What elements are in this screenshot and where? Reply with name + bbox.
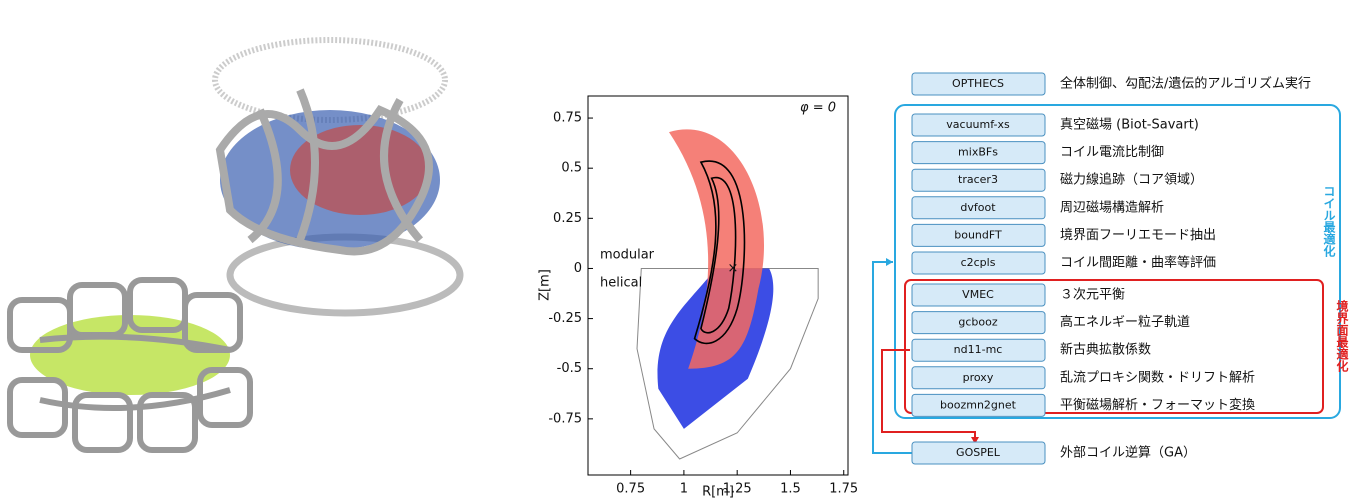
module-desc: 高エネルギー粒子軌道 (1060, 314, 1190, 330)
y-tick-label: -0.5 (557, 361, 582, 376)
module-box (911, 168, 1046, 192)
module-box (911, 141, 1046, 165)
plot-frame (587, 95, 849, 476)
coil-render-bottom (7, 277, 253, 453)
axis-marker: × (727, 261, 738, 276)
module-name: boozmn2gnet (940, 398, 1017, 411)
module-box (911, 338, 1046, 362)
y-tick-label: 0.25 (553, 211, 582, 226)
y-tick-label: 0.75 (553, 111, 582, 126)
module-desc: 周辺磁場構造解析 (1060, 200, 1164, 215)
module-box (911, 113, 1046, 137)
module-name: mixBFs (958, 146, 998, 159)
x-tick-label: 0.75 (616, 482, 645, 497)
module-box (911, 72, 1046, 96)
arrowhead (886, 258, 893, 266)
coil-group (894, 104, 1341, 419)
x-tick-label: 1.5 (780, 482, 801, 497)
region-label: helical (600, 276, 642, 291)
module-name: vacuumf-xs (946, 118, 1010, 131)
module-name: GOSPEL (956, 446, 1001, 459)
module-name: gcbooz (958, 316, 997, 329)
module-desc: 真空磁場 (Biot-Savart) (1060, 118, 1199, 133)
workflow: コイル最適化 境界面最適化 OPTHECS 全体制御、勾配法/遺伝的アルゴリズム実… (872, 72, 1349, 465)
y-tick-label: -0.25 (548, 311, 582, 326)
module-box (911, 283, 1046, 307)
module-name: tracer3 (958, 173, 998, 186)
arrow (881, 349, 976, 438)
module-name: boundFT (954, 228, 1002, 241)
module-desc: コイル間距離・曲率等評価 (1060, 255, 1216, 271)
module-desc: 外部コイル逆算（GA） (1060, 445, 1196, 461)
poincare-plot: × 0.75 1 1.25 1.5 1.75 0.75 0.5 0.25 0 -0.25 -0.5 -0… (538, 95, 858, 500)
flux-surface (700, 176, 737, 334)
phi-label: φ = 0 (800, 101, 836, 116)
x-axis-label: R[m] (702, 485, 734, 500)
y-tick-label: -0.75 (548, 411, 582, 426)
module-name: OPTHECS (952, 77, 1004, 90)
module-desc: 新古典拡散係数 (1060, 342, 1151, 358)
x-tick-label: 1.25 (723, 482, 752, 497)
module-box (911, 251, 1046, 275)
module-name: VMEC (962, 288, 994, 301)
region-label: modular (600, 248, 655, 263)
module-name: dvfoot (960, 201, 996, 214)
arrowhead (971, 437, 979, 444)
group-label: 境界面最適化 (1335, 299, 1349, 373)
module-desc: コイル電流比制御 (1060, 145, 1164, 160)
coil-render-top (212, 37, 464, 317)
x-tick-label: 1.75 (829, 482, 858, 497)
module-name: nd11-mc (954, 343, 1003, 356)
module-box (911, 223, 1046, 247)
arrow (872, 261, 912, 454)
module-box (911, 441, 1046, 465)
module-box (911, 393, 1046, 417)
module-desc: 境界面フーリエモード抽出 (1060, 228, 1216, 243)
module-desc: 乱流プロキシ関数・ドリフト解析 (1060, 370, 1255, 385)
y-tick-label: 0 (574, 261, 582, 276)
y-axis-label: Z[m] (538, 269, 553, 301)
module-box (911, 196, 1046, 220)
helical-boundary (636, 267, 819, 460)
module-name: c2cpls (961, 256, 996, 269)
module-desc: 全体制御、勾配法/遺伝的アルゴリズム実行 (1060, 76, 1311, 92)
y-tick-label: 0.5 (561, 161, 582, 176)
flux-surface (693, 160, 746, 345)
module-desc: ３次元平衡 (1060, 287, 1125, 303)
group-label: コイル最適化 (1322, 185, 1336, 258)
module-desc: 磁力線追跡（コア領域） (1060, 172, 1203, 188)
x-tick-label: 1 (680, 482, 688, 497)
module-desc: 平衡磁場解析・フォーマット変換 (1060, 397, 1255, 413)
module-name: proxy (963, 371, 994, 384)
boundary-group (904, 279, 1324, 414)
module-box (911, 366, 1046, 390)
module-box (911, 311, 1046, 335)
